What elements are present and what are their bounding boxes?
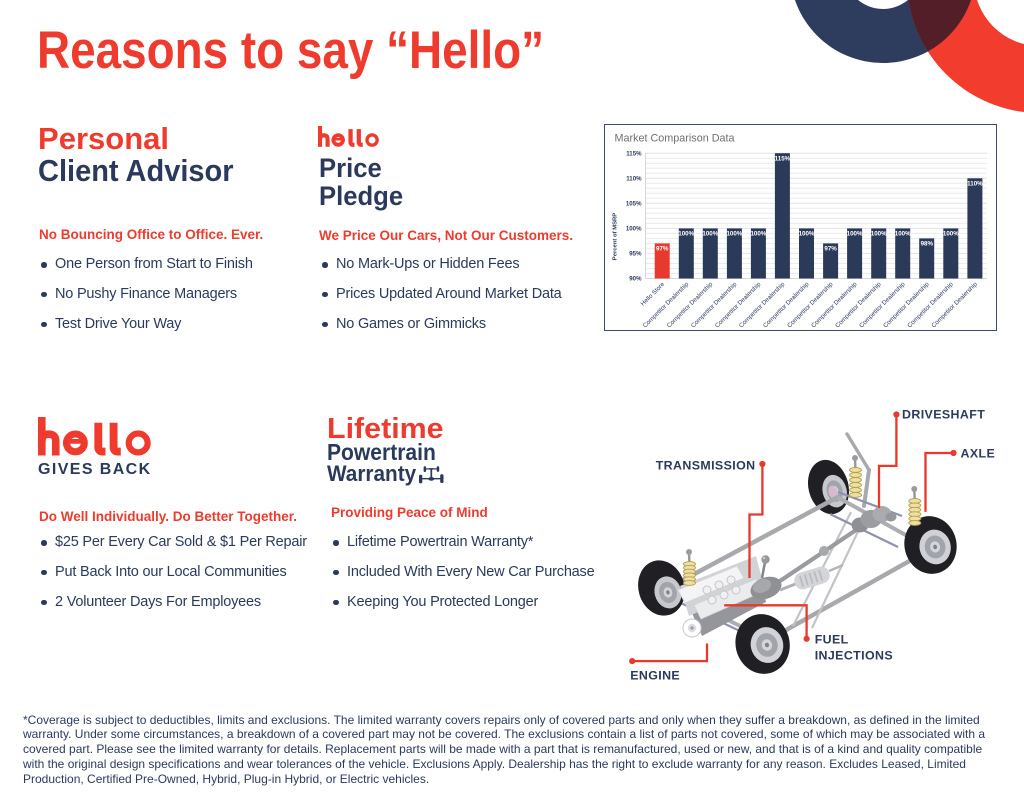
svg-text:95%: 95% <box>629 251 642 258</box>
svg-text:90%: 90% <box>629 276 642 283</box>
svg-text:110%: 110% <box>967 181 983 188</box>
svg-text:Competitor Dealership: Competitor Dealership <box>810 281 859 330</box>
svg-text:100%: 100% <box>750 231 766 238</box>
svg-text:Competitor Dealership: Competitor Dealership <box>786 281 835 330</box>
svg-text:Competitor Dealership: Competitor Dealership <box>930 281 979 330</box>
svg-text:115%: 115% <box>775 155 791 162</box>
svg-text:98%: 98% <box>921 241 934 248</box>
svg-text:Competitor Dealership: Competitor Dealership <box>690 281 739 330</box>
svg-text:110%: 110% <box>626 176 642 183</box>
svg-text:Competitor Dealership: Competitor Dealership <box>858 281 907 330</box>
svg-text:Competitor Dealership: Competitor Dealership <box>642 281 691 330</box>
svg-text:Competitor Dealership: Competitor Dealership <box>882 281 931 330</box>
svg-text:100%: 100% <box>799 231 815 238</box>
svg-text:Competitor Dealership: Competitor Dealership <box>834 281 883 330</box>
svg-text:100%: 100% <box>847 231 863 238</box>
svg-text:ENGINE: ENGINE <box>630 669 680 683</box>
svg-text:100%: 100% <box>871 231 887 238</box>
svg-text:Competitor Dealership: Competitor Dealership <box>666 281 715 330</box>
svg-text:INJECTIONS: INJECTIONS <box>815 649 893 663</box>
svg-text:97%: 97% <box>656 246 669 253</box>
svg-text:100%: 100% <box>626 226 642 233</box>
svg-text:100%: 100% <box>943 231 959 238</box>
svg-text:100%: 100% <box>895 231 911 238</box>
svg-text:Competitor Dealership: Competitor Dealership <box>738 281 787 330</box>
svg-text:105%: 105% <box>626 201 642 208</box>
svg-text:115%: 115% <box>626 150 642 157</box>
svg-text:100%: 100% <box>678 231 694 238</box>
svg-text:97%: 97% <box>824 246 837 253</box>
svg-text:Percent of MSRP: Percent of MSRP <box>613 213 619 261</box>
svg-text:DRIVESHAFT: DRIVESHAFT <box>902 407 985 421</box>
svg-text:100%: 100% <box>726 231 742 238</box>
svg-text:Competitor Dealership: Competitor Dealership <box>762 281 811 330</box>
svg-text:Competitor Dealership: Competitor Dealership <box>714 281 763 330</box>
svg-text:100%: 100% <box>702 231 718 238</box>
svg-text:AXLE: AXLE <box>961 447 996 461</box>
svg-text:Market Comparison Data: Market Comparison Data <box>615 132 735 144</box>
svg-text:FUEL: FUEL <box>815 633 849 647</box>
svg-text:TRANSMISSION: TRANSMISSION <box>656 458 756 472</box>
svg-text:Competitor Dealership: Competitor Dealership <box>906 281 955 330</box>
